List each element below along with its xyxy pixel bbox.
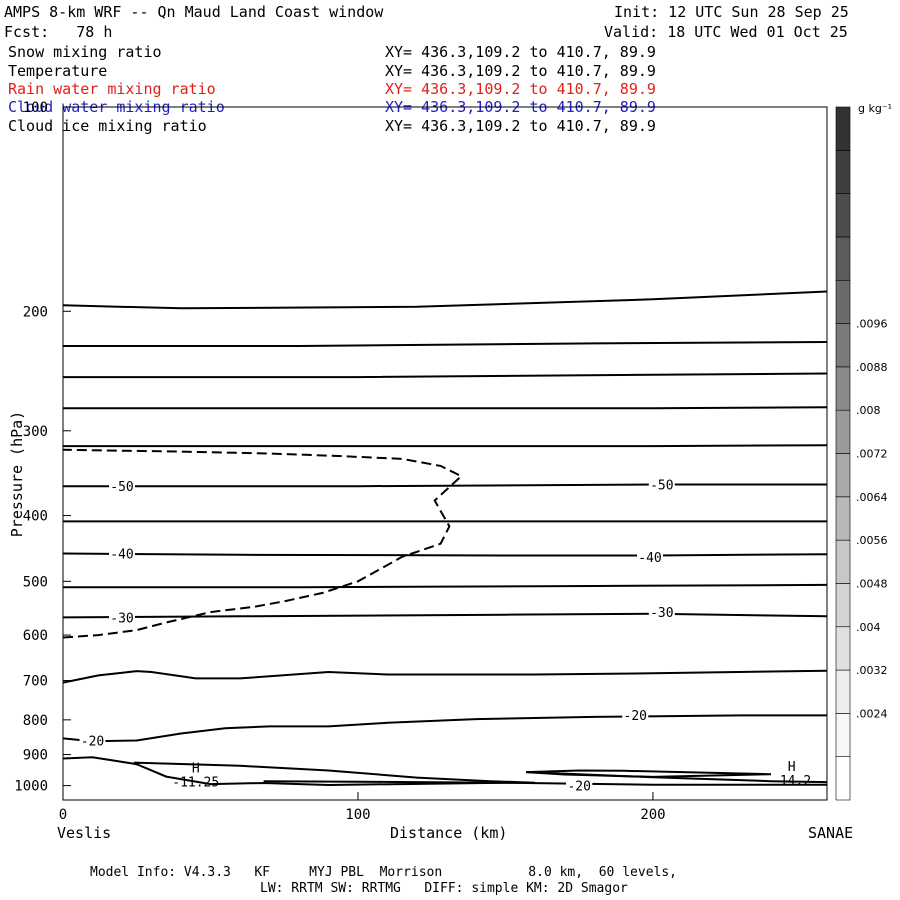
temperature-contour-0 <box>62 290 828 310</box>
contour-label-bg <box>108 545 135 561</box>
colorbar-swatch <box>835 669 851 714</box>
y-tick-label: 1000 <box>14 779 48 795</box>
chart-title: AMPS 8-km WRF -- Qn Maud Land Coast wind… <box>4 3 384 21</box>
y-tick-label: 800 <box>23 713 48 729</box>
colorbar-label: .0048 <box>856 577 888 590</box>
contour-label: -20 <box>567 780 590 795</box>
temperature-contour-11 <box>62 714 827 743</box>
colorbar-unit: g kg⁻¹ <box>858 102 893 115</box>
colorbar-swatch <box>835 583 851 628</box>
extremum-marker: H <box>788 760 796 775</box>
colorbar-label: .004 <box>856 621 881 634</box>
contour-label: -20 <box>624 709 647 724</box>
contour-label-bg <box>108 609 135 625</box>
colorbar-label: .008 <box>856 404 881 417</box>
colorbar-swatch <box>835 713 851 757</box>
temperature-contour-5 <box>63 483 827 488</box>
contour-label: -40 <box>638 551 661 566</box>
colorbar-swatch <box>835 756 851 801</box>
colorbar-swatch <box>835 496 851 541</box>
contour-label-bg <box>648 604 675 620</box>
contour-label: -50 <box>650 479 673 494</box>
temperature-contour-7 <box>62 552 828 557</box>
temperature-contour-2 <box>63 372 828 379</box>
temperature-contour-4 <box>63 444 828 448</box>
x-tick-label: 100 <box>345 807 370 823</box>
y-tick-label: 200 <box>23 304 48 320</box>
temperature-contour-10 <box>62 669 828 684</box>
colorbar-swatch <box>835 193 851 238</box>
extremum-value: -11.25 <box>172 776 219 791</box>
field-name-temperature: Temperature <box>8 62 108 80</box>
field-xy-snow: XY= 436.3,109.2 to 410.7, 89.9 <box>385 43 656 61</box>
temperature-contour-3 <box>63 406 828 410</box>
colorbar-swatch <box>835 236 851 281</box>
temperature-contour-1 <box>63 341 828 347</box>
temperature-contour-9 <box>62 612 828 619</box>
contour-label-bg <box>637 548 664 564</box>
y-tick-label: 300 <box>23 424 48 440</box>
contour-label-bg <box>622 707 649 723</box>
colorbar-swatch <box>835 150 851 194</box>
contour-label: -30 <box>110 611 133 626</box>
contour-label-bg <box>108 478 135 494</box>
colorbar-swatch <box>835 539 851 584</box>
extremum-marker: H <box>192 762 200 777</box>
y-tick-label: 600 <box>23 628 48 644</box>
colorbar-label: .0096 <box>856 318 888 331</box>
y-tick-label: 400 <box>23 509 48 525</box>
contour-label: -30 <box>650 606 673 621</box>
colorbar-swatch <box>835 453 851 498</box>
forecast-hour: Fcst: 78 h <box>4 23 113 41</box>
colorbar-swatch <box>835 626 851 671</box>
x-right-endpoint: SANAE <box>808 824 854 842</box>
x-tick-label: 0 <box>59 807 67 823</box>
colorbar-swatch <box>835 366 851 411</box>
contour-label: -20 <box>81 734 104 749</box>
field-name-cloud-ice: Cloud ice mixing ratio <box>8 117 207 135</box>
contour-label-bg <box>648 476 675 492</box>
field-name-rain: Rain water mixing ratio <box>8 80 216 98</box>
field-xy-cloud-ice: XY= 436.3,109.2 to 410.7, 89.9 <box>385 117 656 135</box>
x-left-endpoint: Veslis <box>57 824 112 842</box>
colorbar-swatch <box>835 279 851 324</box>
colorbar-swatch <box>835 323 851 368</box>
x-tick-label: 200 <box>640 807 665 823</box>
contour-label: -40 <box>110 548 133 563</box>
temperature-contour-8 <box>63 583 828 589</box>
colorbar-label: .0024 <box>856 707 888 720</box>
cloud-ice-dashed-contour <box>62 448 463 639</box>
x-axis-label: Distance (km) <box>390 824 508 842</box>
model-info-line2: LW: RRTM SW: RRTMG DIFF: simple KM: 2D S… <box>260 881 628 896</box>
colorbar-label: .0032 <box>856 664 888 677</box>
field-xy-rain: XY= 436.3,109.2 to 410.7, 89.9 <box>385 80 656 98</box>
plot-frame <box>62 106 828 801</box>
extremum-value: -14.2 <box>772 774 811 789</box>
colorbar-label: .0064 <box>856 491 888 504</box>
contour-label: -50 <box>110 480 133 495</box>
init-time: Init: 12 UTC Sun 28 Sep 25 <box>614 3 849 21</box>
y-tick-label: 900 <box>23 748 48 764</box>
colorbar-label: .0056 <box>856 534 888 547</box>
closed-contour-2 <box>526 771 828 784</box>
colorbar-swatch <box>835 106 851 151</box>
y-tick-label: 700 <box>23 674 48 690</box>
y-tick-label: 100 <box>23 100 48 116</box>
model-info-line1: Model Info: V4.3.3 KF MYJ PBL Morrison 8… <box>90 865 677 880</box>
closed-contour-0 <box>62 756 536 787</box>
y-tick-label: 500 <box>23 574 48 590</box>
valid-time: Valid: 18 UTC Wed 01 Oct 25 <box>604 23 848 41</box>
field-xy-temperature: XY= 436.3,109.2 to 410.7, 89.9 <box>385 62 656 80</box>
field-name-snow: Snow mixing ratio <box>8 43 162 61</box>
contour-label-bg <box>79 732 106 748</box>
colorbar-label: .0072 <box>856 448 888 461</box>
colorbar-label: .0088 <box>856 361 888 374</box>
colorbar-swatch <box>835 409 851 454</box>
contour-label-bg <box>566 777 593 793</box>
